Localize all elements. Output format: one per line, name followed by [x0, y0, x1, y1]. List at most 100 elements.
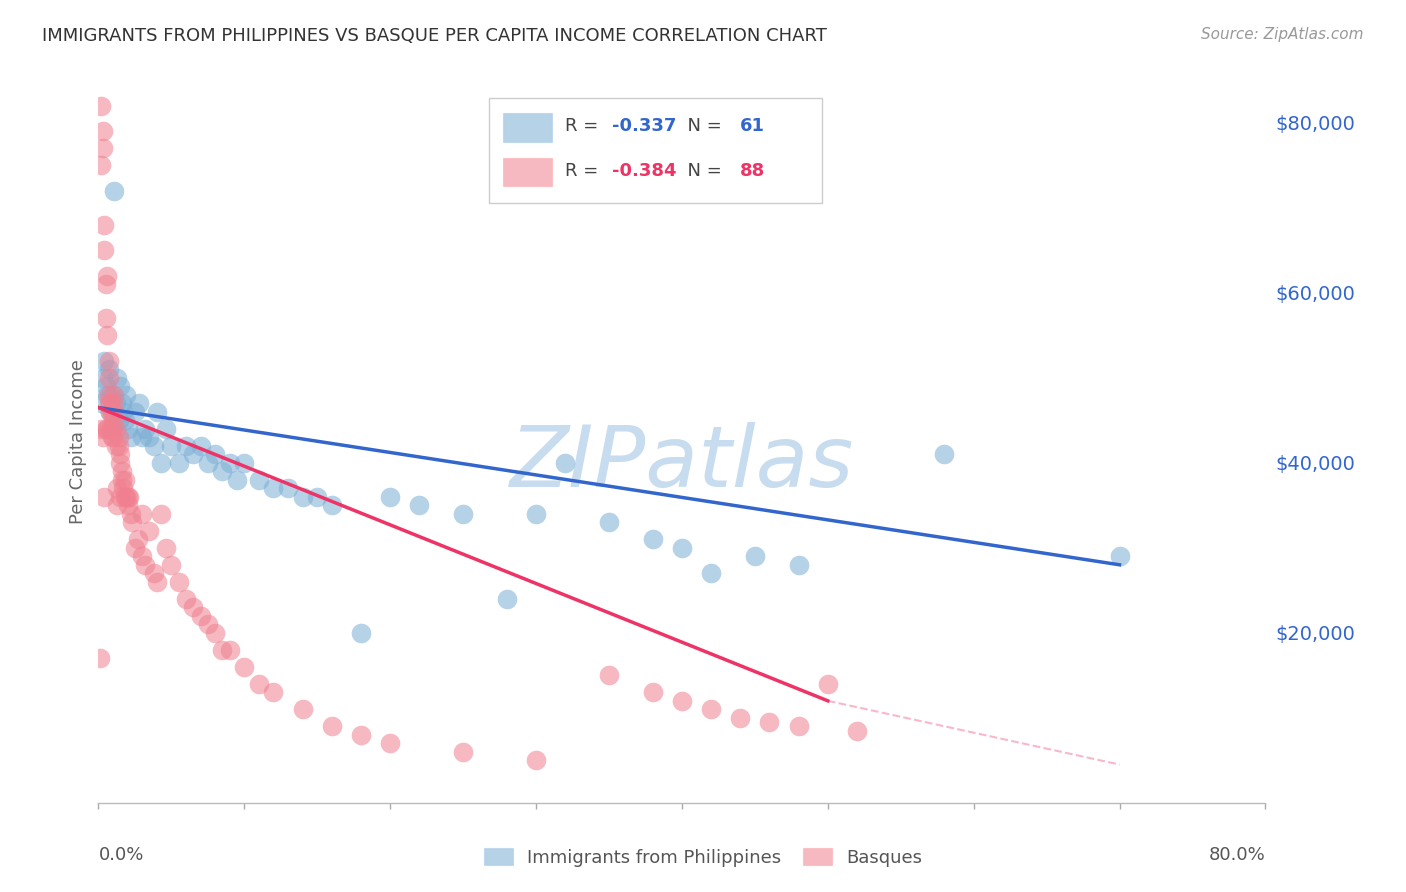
Point [730, 711, 752, 725]
Point [110, 447, 132, 461]
Point [218, 456, 240, 470]
Point [181, 600, 204, 615]
Point [90, 396, 112, 410]
Point [787, 719, 810, 733]
Point [91, 141, 114, 155]
Text: Source: ZipAtlas.com: Source: ZipAtlas.com [1201, 27, 1364, 42]
Point [103, 184, 125, 198]
Text: 61: 61 [741, 117, 765, 135]
Point [451, 745, 474, 759]
Point [124, 405, 146, 419]
Point [110, 490, 132, 504]
Point [598, 668, 620, 682]
Legend: Immigrants from Philippines, Basques: Immigrants from Philippines, Basques [477, 841, 929, 874]
Point [114, 473, 136, 487]
Point [115, 490, 138, 504]
Point [98, 396, 121, 410]
Point [111, 464, 134, 478]
Text: IMMIGRANTS FROM PHILIPPINES VS BASQUE PER CAPITA INCOME CORRELATION CHART: IMMIGRANTS FROM PHILIPPINES VS BASQUE PE… [42, 27, 827, 45]
Point [98, 405, 121, 419]
FancyBboxPatch shape [503, 112, 553, 142]
Point [204, 625, 226, 640]
Point [94, 422, 117, 436]
FancyBboxPatch shape [503, 158, 553, 186]
Point [321, 498, 343, 512]
Point [120, 430, 142, 444]
Point [112, 405, 135, 419]
Point [380, 490, 402, 504]
Point [197, 456, 219, 470]
Point [211, 464, 233, 478]
Point [97, 353, 120, 368]
Point [115, 388, 138, 402]
Point [100, 430, 122, 444]
Text: N =: N = [676, 161, 727, 179]
Point [700, 566, 723, 581]
FancyBboxPatch shape [489, 98, 823, 203]
Point [110, 456, 132, 470]
Point [291, 702, 314, 716]
Point [233, 660, 256, 674]
Point [167, 574, 190, 589]
Point [934, 447, 956, 461]
Point [150, 507, 173, 521]
Point [247, 473, 270, 487]
Point [277, 481, 299, 495]
Point [101, 430, 124, 444]
Point [94, 277, 117, 292]
Point [142, 566, 165, 581]
Point [167, 456, 190, 470]
Point [100, 388, 122, 402]
Point [120, 507, 142, 521]
Point [93, 353, 115, 368]
Point [114, 490, 136, 504]
Point [787, 558, 810, 572]
Point [262, 481, 284, 495]
Point [408, 498, 430, 512]
Point [110, 379, 132, 393]
Point [160, 558, 183, 572]
Point [108, 430, 131, 444]
Point [97, 388, 120, 402]
Point [96, 422, 118, 436]
Point [598, 516, 620, 530]
Point [128, 396, 150, 410]
Point [93, 244, 115, 258]
Point [124, 541, 146, 555]
Point [321, 719, 343, 733]
Point [104, 439, 127, 453]
Point [1108, 549, 1130, 564]
Point [90, 158, 112, 172]
Point [190, 439, 212, 453]
Point [174, 439, 197, 453]
Text: R =: R = [565, 117, 605, 135]
Text: 88: 88 [741, 161, 765, 179]
Point [150, 456, 173, 470]
Point [817, 677, 839, 691]
Point [174, 591, 197, 606]
Point [98, 405, 121, 419]
Point [105, 481, 128, 495]
Point [181, 447, 204, 461]
Text: 80.0%: 80.0% [1209, 847, 1265, 864]
Point [90, 99, 112, 113]
Point [496, 591, 519, 606]
Point [218, 642, 240, 657]
Point [131, 507, 153, 521]
Point [146, 405, 169, 419]
Point [671, 541, 693, 555]
Point [105, 498, 128, 512]
Point [211, 642, 233, 657]
Point [134, 422, 156, 436]
Point [554, 456, 576, 470]
Point [93, 490, 115, 504]
Point [262, 685, 284, 699]
Point [451, 507, 474, 521]
Point [307, 490, 329, 504]
Point [117, 422, 139, 436]
Text: ZIPatlas: ZIPatlas [510, 422, 853, 505]
Point [350, 728, 373, 742]
Point [142, 439, 165, 453]
Point [155, 422, 177, 436]
Text: R =: R = [565, 161, 605, 179]
